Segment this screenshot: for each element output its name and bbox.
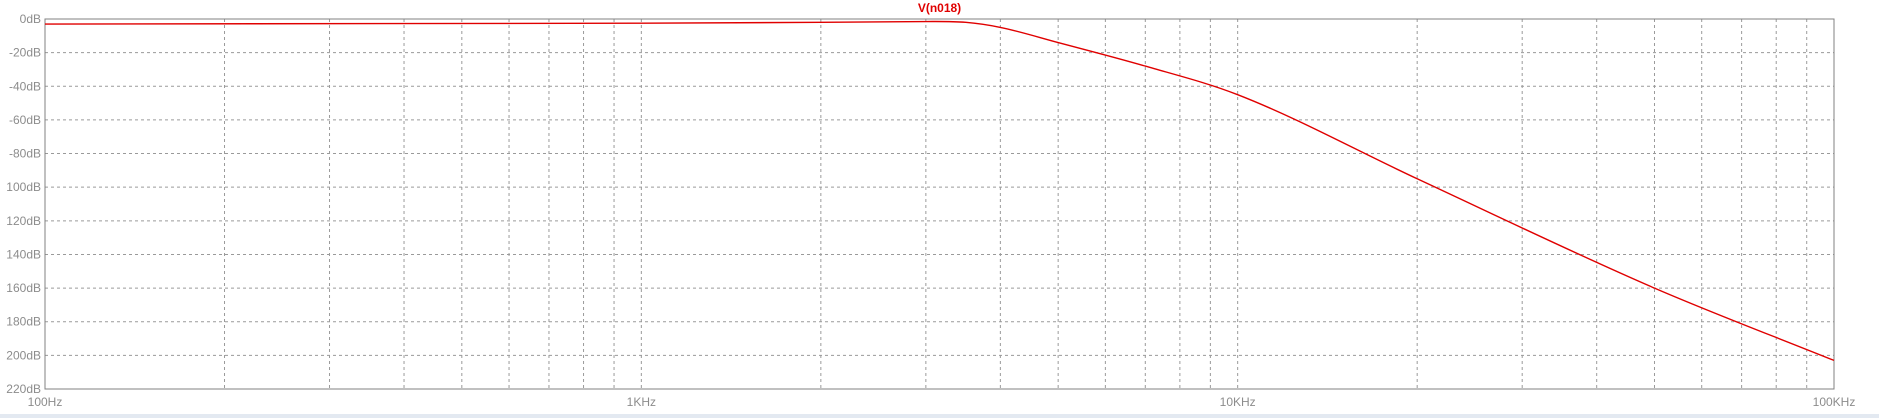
y-axis-tick-labels: 0dB -20dB -40dB -60dB -80dB 100dB 120dB 140dB 16… [6, 12, 41, 396]
x-tick-label: 100KHz [1813, 395, 1856, 409]
y-tick-label: 200dB [6, 348, 41, 362]
y-tick-label: 0dB [20, 12, 41, 26]
y-tick-label: 140dB [6, 247, 41, 261]
plot-frame [44, 18, 1835, 390]
x-tick-label: 10KHz [1220, 395, 1256, 409]
x-tick-label: 1KHz [627, 395, 656, 409]
trace-label[interactable]: V(n018) [918, 1, 961, 15]
y-tick-label: -60dB [9, 113, 41, 127]
y-tick-label: 160dB [6, 281, 41, 295]
y-tick-label: -80dB [9, 147, 41, 161]
x-tick-label: 100Hz [28, 395, 63, 409]
y-tick-label: 120dB [6, 214, 41, 228]
trace-v-n018[interactable] [44, 20, 1835, 362]
grid [45, 19, 1834, 389]
y-tick-label: 180dB [6, 315, 41, 329]
x-axis-tick-labels: 100Hz 1KHz 10KHz 100KHz [28, 395, 1856, 409]
y-tick-label: -40dB [9, 79, 41, 93]
y-tick-label: -20dB [9, 46, 41, 60]
y-tick-label: 100dB [6, 180, 41, 194]
window-bottom-border [0, 414, 1879, 418]
y-tick-label: 220dB [6, 382, 41, 396]
